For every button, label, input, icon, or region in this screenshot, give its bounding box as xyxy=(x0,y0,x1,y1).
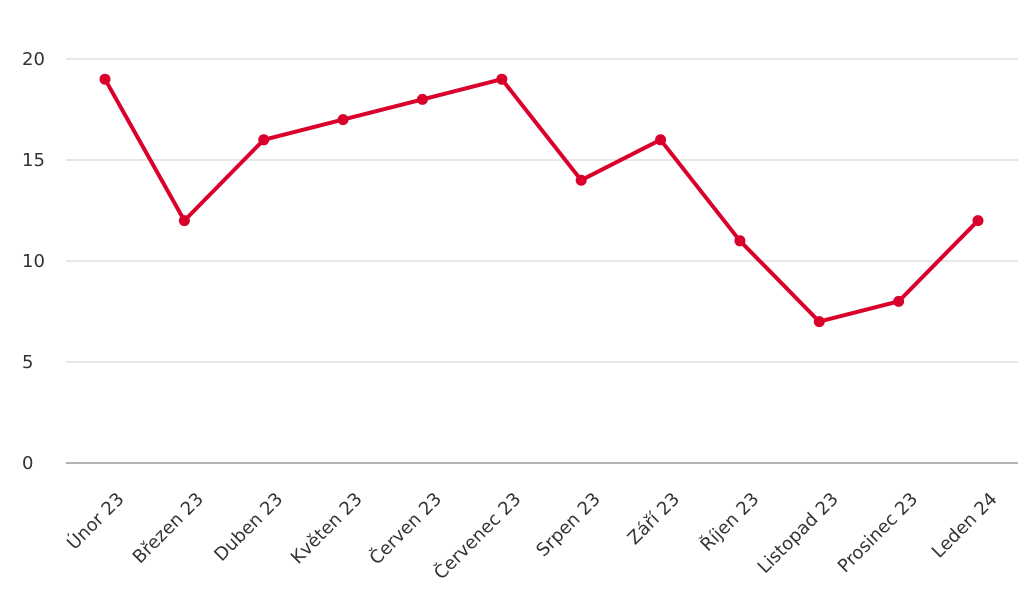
y-tick-label: 20 xyxy=(22,49,45,70)
data-point xyxy=(496,73,508,85)
y-tick-label: 5 xyxy=(22,352,33,373)
data-point xyxy=(178,215,190,227)
data-point xyxy=(813,316,825,328)
x-axis-ticks: Únor 23 Březen 23 Duben 23 Květen 23Červen … xyxy=(62,488,1001,584)
x-tick-label: Září 23 xyxy=(624,489,684,549)
x-tick-label: Říjen 23 xyxy=(696,488,764,556)
data-point xyxy=(734,235,746,247)
data-point xyxy=(258,134,270,146)
gridlines xyxy=(66,58,1018,464)
y-tick-label: 15 xyxy=(22,150,45,171)
x-tick-label: Červen 23 xyxy=(365,488,446,569)
x-tick-label: Srpen 23 xyxy=(532,489,604,561)
y-tick-label: 10 xyxy=(22,251,45,272)
x-tick-label: Březen 23 xyxy=(129,489,208,568)
series-layer xyxy=(99,73,984,328)
x-tick-label: Duben 23 xyxy=(210,489,287,566)
data-point xyxy=(337,114,349,126)
y-tick-label: 0 xyxy=(22,453,33,474)
x-tick-label: Leden 24 xyxy=(928,489,1002,563)
x-tick-label: Listopad 23 xyxy=(754,489,843,578)
data-point xyxy=(972,215,984,227)
x-tick-label: Prosinec 23 xyxy=(834,489,922,577)
series-line xyxy=(103,77,980,324)
x-tick-label: Únor 23 xyxy=(62,488,128,554)
data-point xyxy=(575,174,587,186)
data-point xyxy=(893,295,905,307)
data-point xyxy=(655,134,667,146)
x-tick-label: Květen 23 xyxy=(287,489,367,569)
y-axis-ticks: 0 5 10 15 20 xyxy=(22,49,45,474)
data-point xyxy=(416,93,428,105)
data-point xyxy=(99,73,111,85)
